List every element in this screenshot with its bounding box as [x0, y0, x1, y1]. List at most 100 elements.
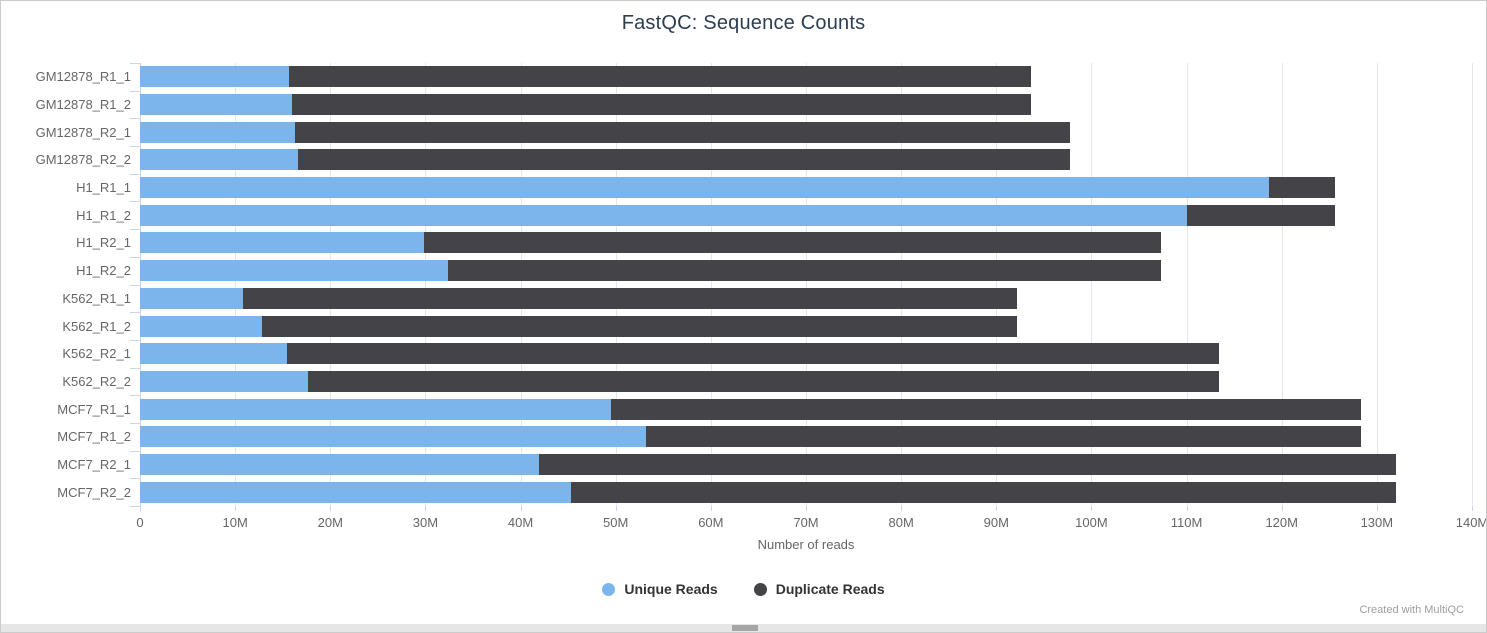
- gridline: [1472, 63, 1473, 506]
- bar-row: [140, 343, 1472, 365]
- category-tick: [130, 450, 140, 452]
- unique-reads-marker-icon: [602, 582, 616, 596]
- bar-segment-duplicate[interactable]: [297, 149, 1070, 171]
- x-tick-label: 140M: [1455, 515, 1487, 530]
- y-tick-label: MCF7_R1_2: [57, 429, 131, 445]
- gridline: [1091, 63, 1093, 506]
- y-tick-label: H1_R2_1: [76, 235, 131, 251]
- x-axis-tick: [806, 506, 807, 511]
- bar-row: [140, 66, 1472, 88]
- bar-segment-unique[interactable]: [140, 481, 571, 503]
- y-tick-label: GM12878_R2_1: [35, 124, 131, 140]
- watermark: Created with MultiQC: [1359, 604, 1464, 616]
- category-tick: [130, 312, 140, 314]
- bar-segment-duplicate[interactable]: [289, 66, 1031, 88]
- y-tick-label: GM12878_R2_2: [35, 152, 131, 168]
- horizontal-scrollbar[interactable]: [1, 624, 1486, 632]
- gridline: [996, 63, 998, 506]
- legend-item-unique-reads[interactable]: Unique Reads: [602, 581, 718, 597]
- bar-segment-duplicate[interactable]: [1269, 177, 1335, 199]
- category-tick: [130, 118, 140, 120]
- bar-segment-unique[interactable]: [140, 66, 290, 88]
- bar-row: [140, 453, 1472, 475]
- bar-row: [140, 121, 1472, 143]
- bar-segment-unique[interactable]: [140, 260, 449, 282]
- gridline: [1376, 63, 1378, 506]
- bar-segment-unique[interactable]: [140, 177, 1270, 199]
- y-tick-label: K562_R2_1: [62, 346, 131, 362]
- x-axis-tick: [615, 506, 617, 511]
- legend-label: Duplicate Reads: [775, 581, 885, 597]
- bar-segment-unique[interactable]: [140, 149, 298, 171]
- bar-row: [140, 398, 1472, 420]
- bar-segment-duplicate[interactable]: [423, 232, 1161, 254]
- bar-segment-duplicate[interactable]: [1186, 204, 1335, 226]
- bar-segment-duplicate[interactable]: [242, 287, 1018, 309]
- x-tick-label: 60M: [698, 515, 724, 530]
- x-tick-label: 20M: [317, 515, 343, 530]
- bar-segment-unique[interactable]: [140, 453, 539, 475]
- category-tick: [130, 256, 140, 258]
- bar-segment-unique[interactable]: [140, 121, 296, 143]
- y-tick-label: H1_R1_2: [76, 207, 131, 223]
- bar-segment-duplicate[interactable]: [610, 398, 1361, 420]
- y-tick-label: H1_R2_2: [76, 263, 131, 279]
- bar-segment-unique[interactable]: [140, 343, 287, 365]
- category-tick: [130, 90, 140, 92]
- bar-segment-duplicate[interactable]: [295, 121, 1070, 143]
- bar-segment-duplicate[interactable]: [292, 94, 1031, 116]
- bar-row: [140, 370, 1472, 392]
- plot-area: 0 10M 20M 30M 40M 50M 60M 70M 80M 90M 100M 110M 120M…: [130, 63, 1486, 530]
- bar-segment-duplicate[interactable]: [570, 481, 1396, 503]
- category-tick: [130, 395, 140, 397]
- gridline: [615, 63, 617, 506]
- bar-segment-duplicate[interactable]: [538, 453, 1396, 475]
- x-axis-tick: [996, 506, 998, 511]
- x-axis-tick: [425, 506, 427, 511]
- bar-segment-duplicate[interactable]: [646, 426, 1361, 448]
- bar-segment-duplicate[interactable]: [286, 343, 1219, 365]
- bar-segment-unique[interactable]: [140, 287, 243, 309]
- bar-segment-unique[interactable]: [140, 204, 1187, 226]
- bar-segment-duplicate[interactable]: [261, 315, 1018, 337]
- y-tick-label: K562_R1_2: [62, 318, 131, 334]
- y-axis-labels: GM12878_R1_1 GM12878_R1_2 GM12878_R2_1 GM12…: [1, 63, 131, 506]
- x-tick-label: 100M: [1075, 515, 1108, 530]
- y-tick-label: K562_R2_2: [62, 373, 131, 389]
- x-axis-tick: [1376, 506, 1378, 511]
- category-tick: [130, 478, 140, 480]
- x-axis-tick: [1472, 506, 1473, 511]
- duplicate-reads-marker-icon: [753, 582, 767, 596]
- bar-segment-unique[interactable]: [140, 398, 611, 420]
- gridline: [901, 63, 903, 506]
- bar-row: [140, 94, 1472, 116]
- bar-segment-duplicate[interactable]: [448, 260, 1161, 282]
- y-tick-label: H1_R1_1: [76, 180, 131, 196]
- bar-segment-unique[interactable]: [140, 315, 262, 337]
- bar-segment-unique[interactable]: [140, 94, 293, 116]
- gridline: [235, 63, 237, 506]
- x-tick-label: 40M: [507, 515, 534, 530]
- x-tick-label: 80M: [888, 515, 914, 530]
- legend-item-duplicate-reads[interactable]: Duplicate Reads: [753, 581, 885, 597]
- gridline: [806, 63, 807, 506]
- y-tick-label: GM12878_R1_2: [35, 97, 131, 113]
- gridline: [1281, 63, 1283, 506]
- bar-segment-unique[interactable]: [140, 426, 647, 448]
- x-tick-label: 90M: [983, 515, 1009, 530]
- bar-segment-unique[interactable]: [140, 370, 309, 392]
- x-tick-label: 10M: [222, 515, 248, 530]
- category-tick: [130, 201, 140, 203]
- scrollbar-thumb[interactable]: [732, 625, 758, 631]
- bar-segment-duplicate[interactable]: [308, 370, 1219, 392]
- x-tick-label: 130M: [1360, 515, 1394, 530]
- gridline: [425, 63, 427, 506]
- bar-segment-unique[interactable]: [140, 232, 424, 254]
- category-tick: [130, 506, 140, 507]
- category-tick: [130, 229, 140, 231]
- y-tick-label: MCF7_R2_1: [57, 456, 131, 472]
- x-tick-label: 50M: [603, 515, 629, 530]
- gridline: [710, 63, 712, 506]
- category-tick: [130, 367, 140, 369]
- x-axis-tick: [1186, 506, 1188, 511]
